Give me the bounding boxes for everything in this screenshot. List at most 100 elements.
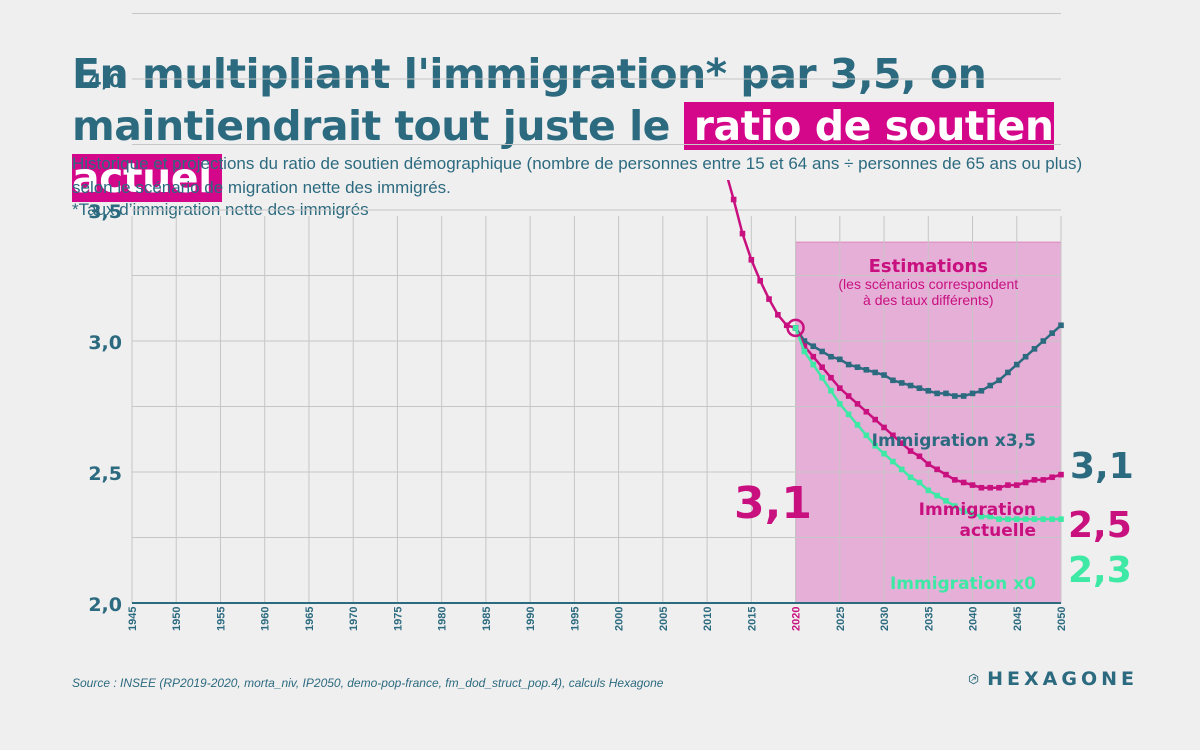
data-point-x0 — [1022, 516, 1029, 522]
y-tick-label: 3,0 — [88, 332, 122, 354]
data-point-x0 — [907, 474, 914, 481]
y-tick-label: 3,5 — [88, 201, 122, 223]
data-point-x0 — [1058, 516, 1064, 522]
data-point-x0 — [996, 516, 1002, 522]
data-point-x35 — [881, 372, 887, 378]
y-tick-label: 2,0 — [88, 594, 122, 616]
data-point-actuelle — [943, 471, 949, 478]
marker-2020-circle — [786, 318, 805, 338]
data-point-x35 — [837, 356, 843, 363]
data-point-x35 — [863, 367, 870, 373]
data-point-actuelle — [863, 408, 870, 415]
x0-series-label: Immigration x0 — [890, 574, 1036, 594]
data-point-historique — [739, 230, 746, 237]
data-point-actuelle — [819, 364, 825, 370]
data-point-x0 — [898, 466, 905, 473]
hexagon-logo-icon — [968, 673, 979, 685]
x-tick-label: 1975 — [392, 607, 404, 631]
x-tick-label: 1960 — [260, 607, 272, 631]
data-point-x0 — [801, 348, 808, 355]
x-tick-label: 2020 — [791, 607, 803, 631]
data-point-x35 — [987, 382, 994, 389]
x-tick-label: 2040 — [968, 607, 980, 631]
x-tick-label: 1965 — [304, 607, 316, 631]
x-tick-label: 1945 — [127, 607, 139, 631]
actuelle-end-value: 2,5 — [1068, 505, 1132, 546]
data-point-x35 — [952, 393, 958, 399]
data-point-x0 — [792, 325, 799, 331]
data-point-actuelle — [1013, 482, 1020, 488]
data-point-x35 — [1040, 338, 1047, 344]
data-point-actuelle — [925, 461, 932, 467]
data-point-actuelle — [837, 385, 843, 391]
data-point-x35 — [1022, 353, 1029, 360]
data-point-actuelle — [952, 477, 958, 483]
data-point-actuelle — [987, 484, 994, 491]
data-point-x0 — [819, 374, 825, 381]
actuelle-label-line1: Immigration — [919, 500, 1036, 520]
data-point-x35 — [1049, 330, 1055, 336]
data-point-actuelle — [1058, 471, 1064, 478]
data-point-actuelle — [969, 482, 976, 488]
data-point-actuelle — [934, 466, 940, 473]
data-point-x35 — [960, 393, 967, 399]
axis-group: 1945 1950 1955 1960 1965 1970 1975 1980 1985 1990… — [88, 70, 1068, 631]
data-point-actuelle — [801, 343, 808, 350]
data-point-x35 — [872, 369, 878, 376]
data-point-actuelle — [890, 432, 896, 439]
data-point-x35 — [978, 387, 985, 394]
data-point-x0 — [969, 511, 976, 517]
data-point-x0 — [828, 387, 834, 394]
data-point-actuelle — [854, 401, 861, 407]
x-tick-label: 1985 — [481, 607, 493, 631]
data-point-actuelle — [1005, 482, 1011, 488]
data-point-x35 — [845, 361, 852, 368]
data-point-x35 — [828, 353, 834, 360]
data-point-x0 — [854, 422, 861, 428]
series-group — [726, 180, 1064, 522]
data-point-x35 — [898, 380, 905, 386]
data-point-x0 — [987, 513, 994, 520]
data-point-x0 — [925, 487, 932, 494]
data-point-historique — [757, 277, 763, 284]
data-point-x0 — [952, 503, 958, 509]
data-point-x35 — [1005, 369, 1011, 376]
x-tick-label: 1990 — [525, 607, 537, 631]
data-point-x0 — [1005, 516, 1011, 522]
data-point-actuelle — [907, 448, 914, 454]
source-note: Source : INSEE (RP2019-2020, morta_niv, … — [72, 676, 664, 690]
data-point-historique — [766, 296, 772, 302]
y-tick-label: 4,0 — [88, 70, 122, 92]
x-tick-label: 2025 — [835, 607, 847, 631]
data-point-actuelle — [872, 416, 878, 423]
x-tick-label: 1995 — [569, 607, 581, 631]
data-point-x0 — [1013, 516, 1020, 522]
x-tick-label: 2035 — [923, 607, 935, 631]
x-tick-label: 1980 — [437, 607, 449, 631]
x-tick-label: 2030 — [879, 607, 891, 631]
data-point-x35 — [943, 390, 949, 397]
data-point-actuelle — [898, 440, 905, 446]
data-point-x35 — [925, 387, 932, 394]
data-point-x0 — [890, 458, 896, 465]
data-point-x0 — [872, 443, 878, 449]
data-point-x0 — [845, 411, 852, 418]
x-tick-label: 2010 — [702, 607, 714, 631]
x-tick-label: 1955 — [215, 607, 227, 631]
grid-group — [131, 13, 1062, 603]
data-point-actuelle — [1049, 474, 1055, 481]
title-bold: multipliant l'immigration* par 3,5 — [141, 50, 902, 98]
data-point-x35 — [969, 390, 976, 397]
annotation-group: Estimations(les scénarios correspondentà… — [734, 256, 1134, 594]
x-tick-label: 2050 — [1056, 607, 1068, 631]
data-point-historique — [775, 312, 781, 318]
data-point-actuelle — [916, 453, 923, 460]
data-point-actuelle — [960, 479, 967, 486]
data-point-actuelle — [828, 374, 834, 381]
data-point-actuelle — [1022, 479, 1029, 486]
hexagone-logo: HEXAGONE — [968, 662, 1138, 696]
data-point-x0 — [943, 498, 949, 504]
x0-end-value: 2,3 — [1068, 550, 1132, 591]
x-tick-label: 2005 — [658, 607, 670, 631]
